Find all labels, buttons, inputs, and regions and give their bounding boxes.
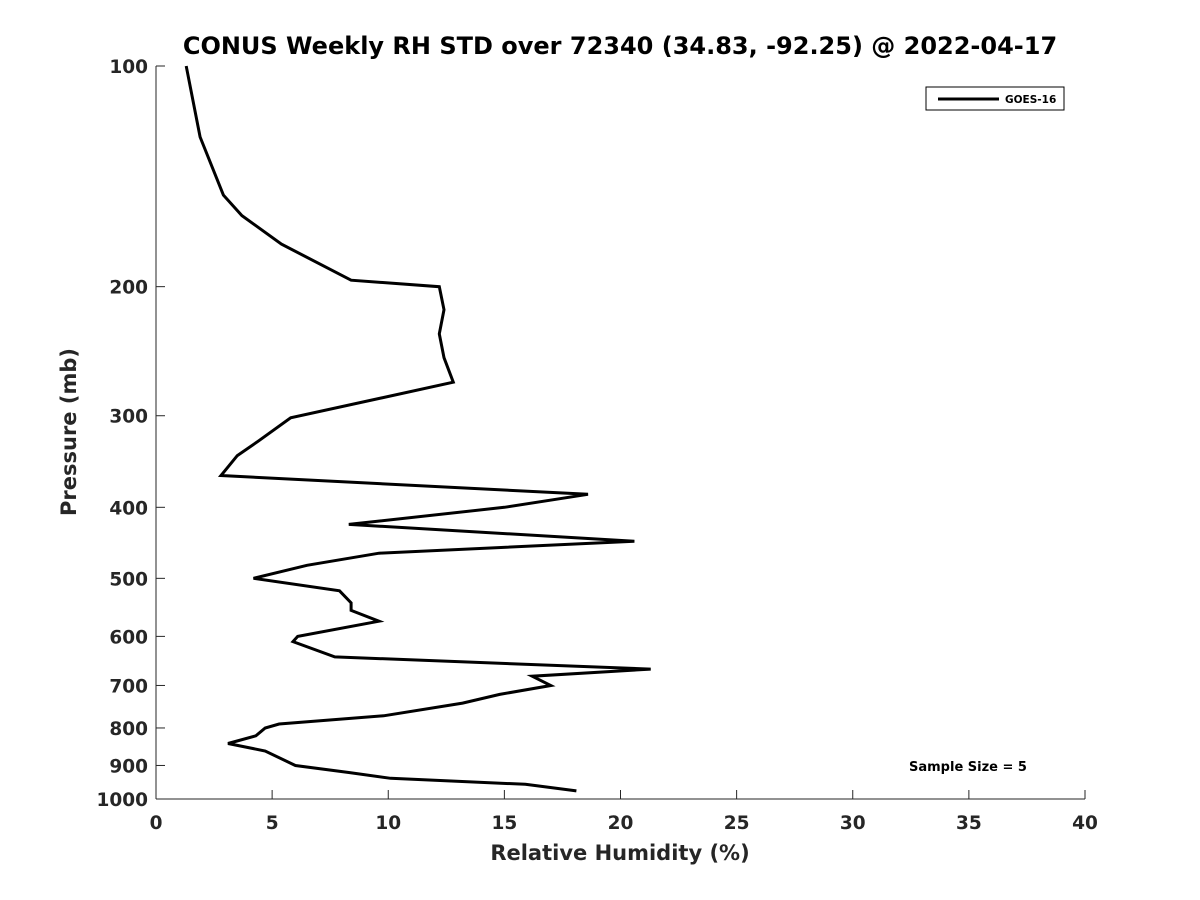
x-tick-label: 30	[840, 813, 866, 834]
legend: GOES-16	[925, 86, 1065, 111]
y-tick-label: 600	[109, 627, 148, 648]
y-tick-label: 1000	[97, 790, 149, 811]
series-line-goes-16	[184, 65, 651, 793]
y-tick-label: 300	[109, 407, 148, 428]
x-axis-label: Relative Humidity (%)	[490, 841, 749, 865]
x-tick-label: 10	[375, 813, 401, 834]
axes	[155, 66, 1085, 800]
y-tick-label: 200	[109, 278, 148, 299]
chart-title: CONUS Weekly RH STD over 72340 (34.83, -…	[183, 32, 1057, 60]
y-tick-label: 100	[109, 57, 148, 78]
x-tick-label: 0	[150, 813, 163, 834]
axis-ticks: 0 5 10 15 20 25 30 35 40 100 200 300 400 500 600 700 800…	[97, 57, 1098, 834]
y-tick-label: 400	[109, 498, 148, 519]
y-tick-label: 900	[109, 756, 148, 777]
x-tick-label: 20	[608, 813, 634, 834]
y-axis-label: Pressure (mb)	[57, 348, 81, 516]
y-tick-label: 500	[109, 569, 148, 590]
legend-label-goes-16: GOES-16	[1005, 94, 1056, 106]
x-tick-label: 35	[956, 813, 982, 834]
x-tick-label: 25	[724, 813, 750, 834]
sample-size-annotation: Sample Size = 5	[909, 760, 1027, 775]
x-tick-label: 5	[266, 813, 279, 834]
x-tick-label: 15	[492, 813, 518, 834]
y-tick-label: 800	[109, 719, 148, 740]
y-tick-label: 700	[109, 676, 148, 697]
x-tick-label: 40	[1072, 813, 1098, 834]
series-layer	[184, 65, 651, 793]
